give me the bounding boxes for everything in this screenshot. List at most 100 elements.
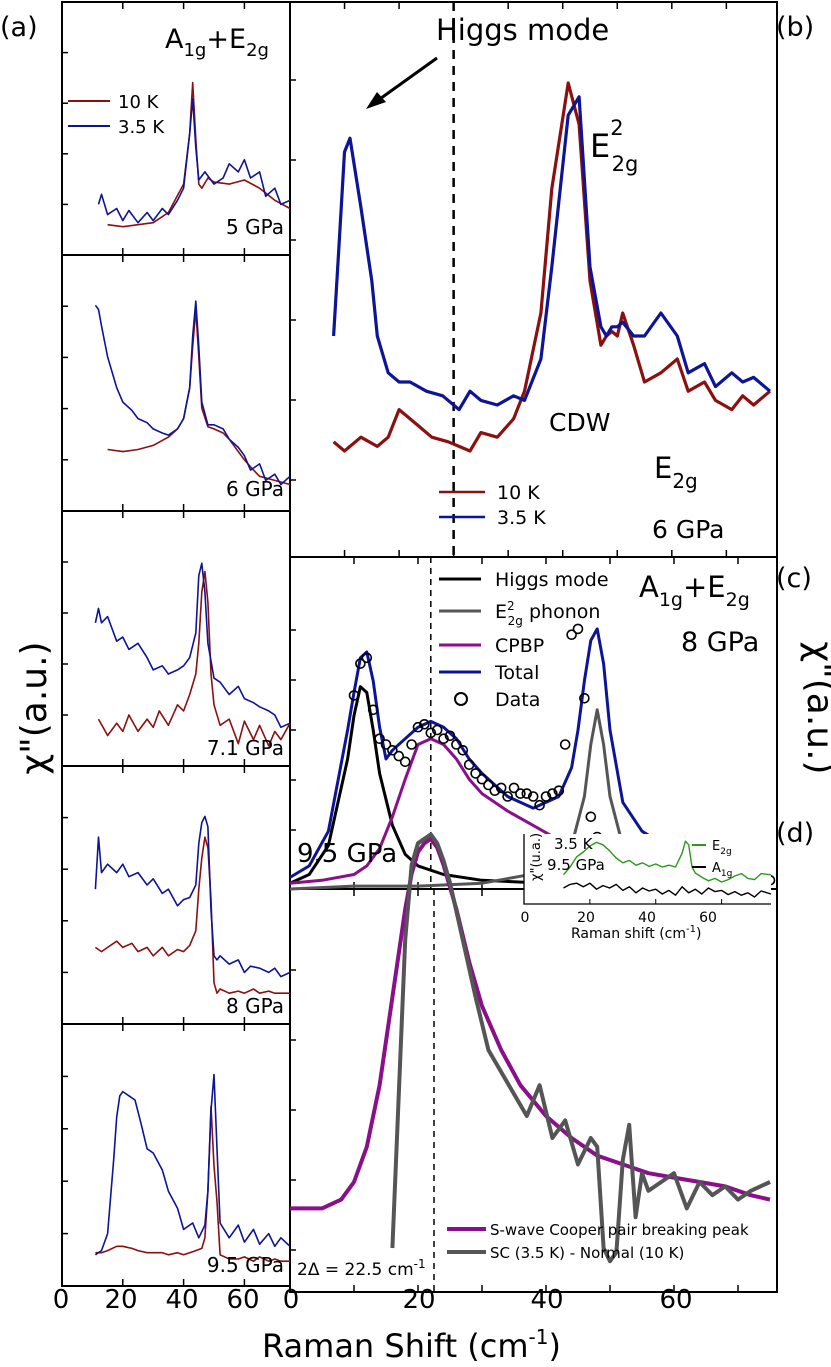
panel-a-frame-2: [61, 510, 291, 767]
data-point: [534, 799, 545, 811]
panel-a-pressures: 5 GPa 6 GPa 7.1 GPa 8 GPa 9.5 GPa: [207, 215, 284, 1277]
data-point: [399, 756, 411, 768]
data-point: [508, 782, 520, 794]
data-point: [348, 690, 360, 701]
data-point: [374, 733, 385, 745]
data-point: [585, 811, 597, 823]
legend-swatch-data: [454, 692, 468, 706]
gap-annotation-text: 2Δ = 22.5 cm: [297, 1260, 414, 1280]
inset-legend-a1g: A1g: [712, 861, 732, 879]
panel-b-pressure: 6 GPa: [652, 515, 725, 544]
data-point: [419, 718, 430, 730]
data-point: [553, 785, 565, 797]
panel-a-3-series-0: [94, 836, 290, 995]
panel-b-frame: [289, 1, 778, 558]
x-ticks-left: 0 20 40 60: [53, 1285, 260, 1315]
data-point: [572, 623, 584, 635]
panel-d-series-1: [390, 832, 771, 1264]
panel-c-pressure: 8 GPa: [681, 627, 759, 658]
y-axis-label-right: χ"(a.u.): [799, 641, 831, 774]
pressure-6gpa: 6 GPa: [226, 477, 284, 501]
panel-label-a: (a): [0, 12, 38, 43]
panel-label-b: (b): [776, 12, 814, 43]
data-point: [367, 704, 379, 716]
pressure-5gpa: 5 GPa: [226, 215, 284, 239]
panel-b-peak-sup: 2: [610, 116, 623, 140]
inset-x-tick-60: 60: [699, 910, 717, 926]
data-point: [502, 791, 513, 802]
data-point: [431, 724, 443, 736]
x-axis-label-sup: -1: [529, 1325, 549, 1349]
data-point: [406, 739, 417, 750]
pressure-8gpa: 8 GPa: [226, 994, 284, 1018]
panel-a-title-A-sub: 1g: [183, 40, 206, 61]
panel-c-title-A-sub: 1g: [659, 589, 683, 611]
panel-a-1-series-1: [94, 300, 291, 486]
x-axis-label: Raman Shift (cm-1): [262, 1325, 561, 1365]
pressure-9-5gpa: 9.5 GPa: [207, 1253, 284, 1277]
panel-a-2-series-1: [94, 562, 291, 729]
legend-cpbp: CPBP: [495, 635, 544, 657]
x-tick-right-0: 0: [283, 1285, 300, 1315]
panel-b-peak-E: E: [590, 127, 610, 165]
y-axis-label-left: χ"(a.u.): [14, 641, 55, 774]
x-tick-left-0: 0: [53, 1285, 70, 1315]
data-point: [476, 773, 488, 785]
data-point: [489, 785, 501, 797]
data-point: [387, 744, 398, 756]
x-tick-left-20: 20: [104, 1285, 137, 1315]
x-ticks-right: 0 20 40 60: [283, 1285, 693, 1315]
inset-legend-a1g-A: A: [712, 861, 721, 876]
panel-b-peak-label: E2 2g: [590, 116, 638, 176]
panel-c-title-E-sub: 2g: [726, 589, 750, 611]
data-point: [515, 788, 526, 799]
data-layer: [94, 2, 776, 1292]
legend-data: Data: [495, 689, 540, 711]
data-point: [527, 791, 539, 802]
inset-pressure: 9.5 GPa: [547, 856, 605, 874]
legend-phonon-sup: 2: [507, 599, 515, 613]
x-axis-label-main: Raman Shift (cm: [262, 1327, 529, 1365]
panel-b-peak-sub: 2g: [612, 152, 639, 176]
data-point: [444, 730, 456, 742]
cdw-label: CDW: [549, 408, 610, 437]
inset-legend-e2g-E: E: [712, 839, 720, 854]
inset-y-label: χ"(u.a.): [529, 833, 544, 881]
higgs-arrow: [376, 56, 438, 103]
gap-annotation: 2Δ = 22.5 cm-1: [297, 1257, 426, 1280]
data-point: [451, 739, 462, 750]
inset-temp: 3.5 K: [554, 835, 594, 853]
panel-a-4-series-0: [95, 1105, 290, 1262]
inset-legend-a1g-sub: 1g: [721, 869, 732, 879]
panel-b-e2g-E: E: [654, 451, 672, 485]
data-point: [559, 739, 571, 750]
data-point: [547, 788, 558, 799]
data-point: [355, 658, 366, 669]
panel-a-0-series-1: [97, 98, 291, 224]
panel-d-legend-diff: SC (3.5 K) - Normal (10 K): [490, 1244, 684, 1262]
panel-a-frame-4: [61, 1023, 291, 1287]
data-point: [463, 759, 475, 771]
data-point: [495, 782, 507, 794]
higgs-annotation: Higgs mode: [436, 13, 609, 47]
panel-a-legend-35k: 3.5 K: [118, 117, 165, 138]
inset-x-label-main: Raman shift (cm: [571, 926, 686, 942]
legend-phonon: E2 2g phonon: [495, 599, 600, 628]
x-tick-right-20: 20: [402, 1285, 435, 1315]
x-tick-right-40: 40: [530, 1285, 563, 1315]
data-point: [483, 779, 494, 791]
panel-a-3-series-1: [94, 815, 291, 978]
inset-x-label-end: ): [696, 926, 701, 942]
inset-background: [524, 834, 771, 904]
legend-total: Total: [494, 662, 539, 684]
panel-a-frame-3: [61, 765, 291, 1025]
inset-x-tick-40: 40: [638, 910, 656, 926]
panel-b-legend-35k: 3.5 K: [497, 507, 546, 529]
data-point: [521, 788, 533, 799]
panel-c-title: A1g+E2g: [639, 570, 750, 611]
panel-b-legend-10k: 10 K: [497, 482, 540, 504]
panel-a-4-series-1: [94, 1073, 291, 1256]
panel-c-legend: Higgs mode E2 2g phonon CPBP Total Data: [439, 569, 609, 711]
panel-b-e2g-sub: 2g: [672, 469, 697, 493]
